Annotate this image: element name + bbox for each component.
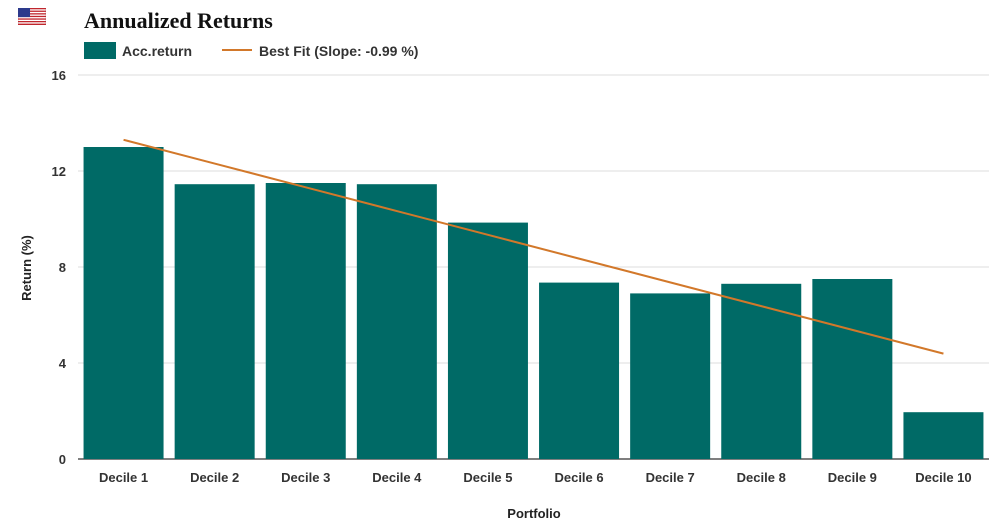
x-tick-label: Decile 7 — [646, 470, 695, 485]
bar-series — [83, 147, 984, 459]
y-tick-label: 16 — [52, 68, 66, 83]
bar[interactable] — [539, 282, 620, 459]
y-tick-label: 8 — [59, 260, 66, 275]
best-fit-series — [123, 138, 944, 355]
legend[interactable]: Acc.return Best Fit (Slope: -0.99 %) — [84, 42, 418, 59]
us-flag-icon — [18, 8, 46, 25]
chart-title: Annualized Returns — [84, 8, 273, 33]
x-tick-label: Decile 10 — [915, 470, 971, 485]
x-tick-label: Decile 5 — [463, 470, 512, 485]
x-axis-ticks: Decile 1 Decile 2 Decile 3 Decile 4 Decile 5… — [99, 470, 972, 485]
bar[interactable] — [903, 412, 984, 459]
x-tick-label: Decile 6 — [554, 470, 603, 485]
x-tick-label: Decile 3 — [281, 470, 330, 485]
x-tick-label: Decile 8 — [737, 470, 786, 485]
x-tick-label: Decile 4 — [372, 470, 422, 485]
y-axis-title: Return (%) — [19, 235, 34, 301]
x-tick-label: Decile 9 — [828, 470, 877, 485]
bar[interactable] — [356, 184, 437, 459]
legend-label-line: Best Fit (Slope: -0.99 %) — [259, 43, 418, 59]
y-tick-label: 0 — [59, 452, 66, 467]
bar[interactable] — [630, 293, 711, 459]
legend-swatch-bar — [84, 42, 116, 59]
legend-label-bar: Acc.return — [122, 43, 192, 59]
x-axis-title: Portfolio — [507, 506, 560, 521]
bar[interactable] — [812, 279, 893, 459]
bar[interactable] — [721, 283, 802, 459]
x-tick-label: Decile 1 — [99, 470, 148, 485]
bar[interactable] — [174, 184, 255, 459]
bar[interactable] — [83, 147, 164, 459]
best-fit-line[interactable] — [123, 138, 944, 355]
y-axis-ticks: 0 4 8 12 16 — [52, 68, 67, 467]
y-tick-label: 4 — [59, 356, 67, 371]
y-tick-label: 12 — [52, 164, 66, 179]
bar[interactable] — [265, 183, 346, 459]
x-tick-label: Decile 2 — [190, 470, 239, 485]
bar[interactable] — [447, 222, 528, 459]
